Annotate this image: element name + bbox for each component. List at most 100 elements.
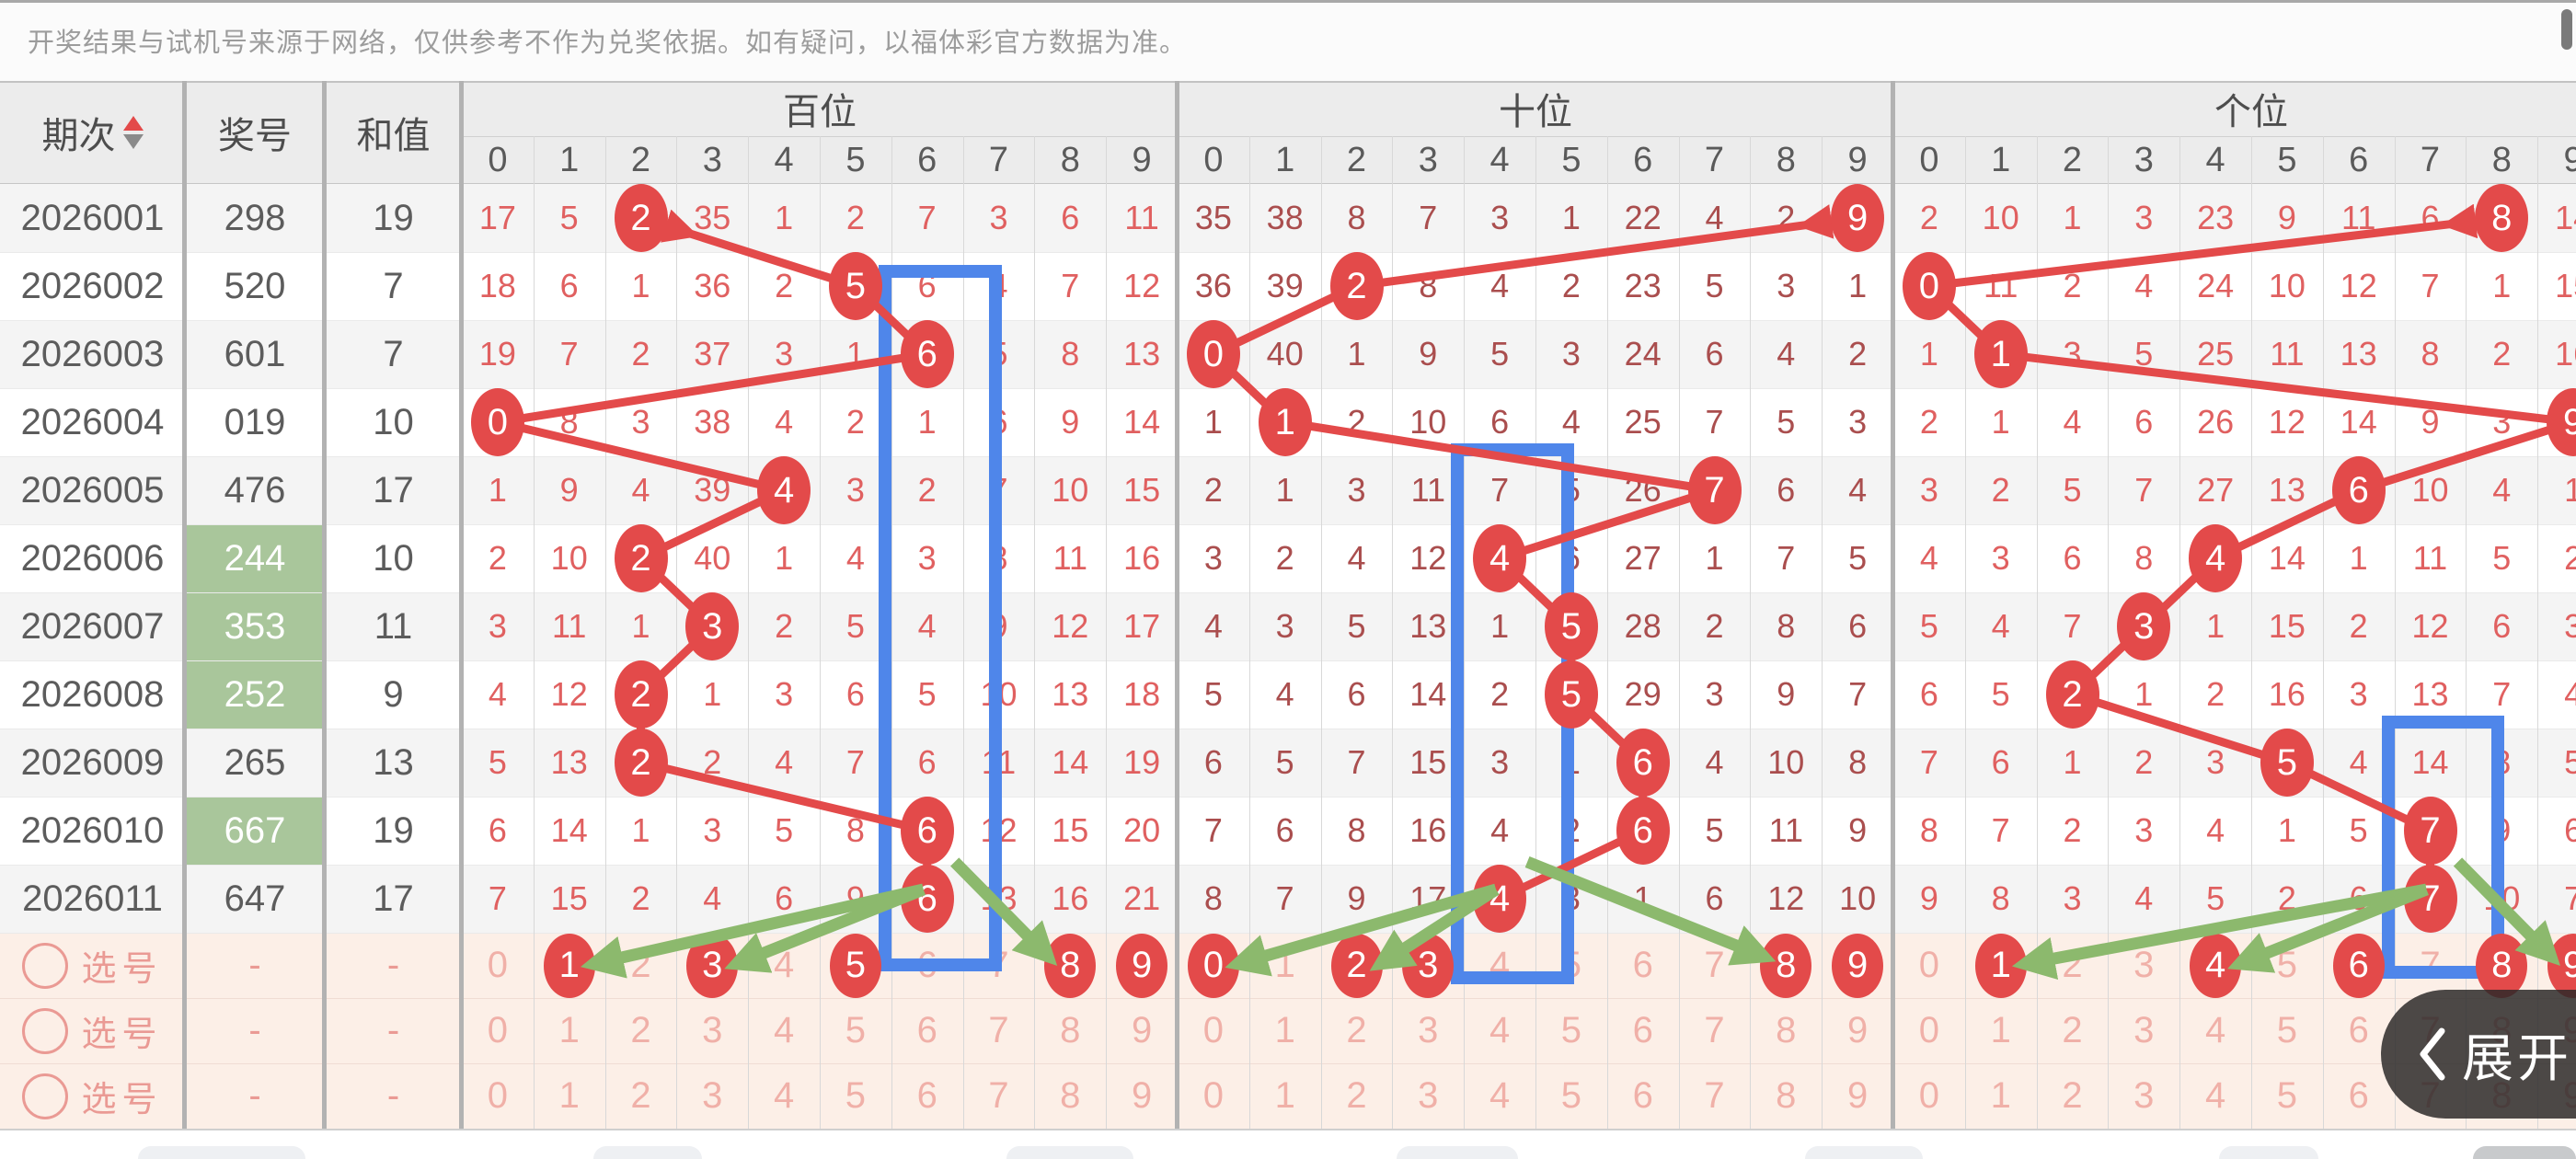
selection-digit[interactable]: 7: [1704, 1010, 1725, 1050]
selection-digit-circled[interactable]: 2: [1330, 933, 1383, 998]
selection-digit[interactable]: 0: [487, 1075, 509, 1116]
selection-digit[interactable]: 0: [1918, 945, 1940, 985]
selection-digit[interactable]: 9: [1131, 1010, 1153, 1050]
selection-digit[interactable]: 6: [1632, 1010, 1653, 1050]
expand-button[interactable]: 展开: [2381, 990, 2576, 1119]
digit-header: 3: [2133, 140, 2154, 179]
selection-digit-circled[interactable]: 8: [2476, 933, 2528, 998]
selection-digit-circled[interactable]: 6: [2332, 933, 2385, 998]
sum-header: 和值: [356, 116, 431, 156]
selection-digit-circled[interactable]: 4: [2190, 933, 2242, 998]
selection-digit[interactable]: 4: [2204, 1075, 2226, 1116]
selection-digit-circled[interactable]: 1: [1974, 933, 2027, 998]
selection-digit[interactable]: 2: [1346, 1075, 1367, 1116]
sort-icons[interactable]: [122, 116, 144, 149]
selection-row-control[interactable]: 选号: [0, 1063, 185, 1129]
selection-digit[interactable]: 6: [2348, 1010, 2369, 1050]
selection-digit[interactable]: 0: [1202, 1075, 1225, 1116]
selection-radio[interactable]: [22, 942, 69, 989]
selection-digit-circled[interactable]: 9: [1832, 933, 1884, 998]
selection-radio[interactable]: [22, 1007, 69, 1054]
selection-digit-circled[interactable]: 0: [1187, 933, 1239, 998]
selection-digit[interactable]: 3: [1418, 1010, 1439, 1050]
selection-digit[interactable]: 1: [1274, 945, 1295, 985]
miss-cell: 5: [2134, 335, 2154, 373]
selection-digit[interactable]: 1: [558, 1010, 580, 1050]
selection-digit[interactable]: 2: [630, 1010, 651, 1050]
selection-digit[interactable]: 8: [1060, 1010, 1081, 1050]
period-header[interactable]: 期次: [0, 81, 185, 184]
selection-digit-circled[interactable]: 9: [1116, 933, 1168, 998]
bottom-button-cutoff[interactable]: [1805, 1146, 1923, 1159]
selection-digit-circled[interactable]: 3: [1402, 933, 1455, 998]
selection-digit[interactable]: 1: [1990, 1010, 2011, 1050]
selection-digit[interactable]: 7: [1704, 945, 1725, 985]
selection-digit-circled[interactable]: 8: [1760, 933, 1812, 998]
period-cell: 2026006: [20, 537, 165, 579]
selection-digit[interactable]: 3: [2133, 1010, 2155, 1050]
selection-digit[interactable]: 6: [916, 1010, 937, 1050]
selection-digit[interactable]: 5: [1560, 1075, 1582, 1116]
selection-digit[interactable]: 7: [988, 1010, 1009, 1050]
selection-digit[interactable]: 5: [2276, 945, 2298, 985]
bottom-button-cutoff[interactable]: [138, 1146, 305, 1159]
selection-digit[interactable]: 3: [2133, 1075, 2155, 1116]
selection-digit[interactable]: 6: [1632, 945, 1653, 985]
scrollbar-thumb[interactable]: [2561, 9, 2572, 50]
selection-digit-circled[interactable]: 3: [686, 933, 739, 998]
bottom-button-cutoff[interactable]: [1006, 1146, 1133, 1159]
selection-digit[interactable]: 8: [1776, 1010, 1797, 1050]
selection-digit[interactable]: 3: [702, 1075, 723, 1116]
selection-digit[interactable]: 6: [2348, 1075, 2369, 1116]
selection-digit[interactable]: 4: [773, 945, 795, 985]
selection-digit[interactable]: 1: [1274, 1075, 1295, 1116]
selection-digit[interactable]: 2: [1346, 1010, 1367, 1050]
selection-digit[interactable]: 5: [845, 1075, 867, 1116]
selection-digit[interactable]: 1: [558, 1075, 580, 1116]
selection-digit[interactable]: 8: [1776, 1075, 1797, 1116]
selection-digit[interactable]: 5: [2276, 1010, 2298, 1050]
selection-digit[interactable]: 4: [773, 1010, 795, 1050]
selection-digit[interactable]: 4: [773, 1075, 795, 1116]
selection-digit-circled[interactable]: 8: [1044, 933, 1097, 998]
selection-digit[interactable]: 8: [1060, 1075, 1081, 1116]
selection-digit[interactable]: 3: [1418, 1075, 1439, 1116]
bottom-button-cutoff[interactable]: [593, 1146, 702, 1159]
selection-digit[interactable]: 3: [702, 1010, 723, 1050]
bottom-button-cutoff[interactable]: [2473, 1146, 2576, 1159]
selection-radio[interactable]: [22, 1073, 69, 1119]
selection-digit[interactable]: 2: [2062, 1075, 2083, 1116]
drawn-circle-ge: 1: [1973, 320, 2028, 388]
selection-digit[interactable]: 5: [1560, 1010, 1582, 1050]
selection-digit[interactable]: 0: [1918, 1075, 1940, 1116]
selection-digit[interactable]: 0: [1918, 1010, 1940, 1050]
selection-digit[interactable]: 9: [1846, 1010, 1869, 1050]
selection-digit-circled[interactable]: 5: [829, 933, 881, 998]
selection-digit[interactable]: 0: [487, 945, 509, 985]
selection-digit-circled[interactable]: 1: [543, 933, 595, 998]
selection-digit[interactable]: 0: [487, 1010, 509, 1050]
selection-digit[interactable]: 2: [2062, 945, 2083, 985]
selection-row-control[interactable]: 选号: [0, 998, 185, 1063]
bottom-button-cutoff[interactable]: [2219, 1146, 2318, 1159]
selection-digit[interactable]: 2: [2062, 1010, 2083, 1050]
selection-digit[interactable]: 3: [2133, 945, 2155, 985]
selection-digit[interactable]: 0: [1202, 1010, 1225, 1050]
selection-digit[interactable]: 7: [988, 1075, 1009, 1116]
selection-digit[interactable]: 2: [630, 945, 651, 985]
selection-digit[interactable]: 6: [916, 1075, 937, 1116]
selection-digit[interactable]: 1: [1990, 1075, 2011, 1116]
selection-digit[interactable]: 4: [1489, 1010, 1511, 1050]
selection-digit[interactable]: 5: [845, 1010, 867, 1050]
selection-digit[interactable]: 9: [1131, 1075, 1153, 1116]
selection-row-control[interactable]: 选号: [0, 933, 185, 998]
selection-digit[interactable]: 5: [2276, 1075, 2298, 1116]
bottom-button-cutoff[interactable]: [1397, 1146, 1518, 1159]
selection-digit[interactable]: 7: [1704, 1075, 1725, 1116]
selection-digit[interactable]: 6: [1632, 1075, 1653, 1116]
selection-digit[interactable]: 9: [1846, 1075, 1869, 1116]
selection-digit[interactable]: 4: [2204, 1010, 2226, 1050]
selection-digit[interactable]: 1: [1274, 1010, 1295, 1050]
selection-digit[interactable]: 2: [630, 1075, 651, 1116]
selection-digit[interactable]: 4: [1489, 1075, 1511, 1116]
